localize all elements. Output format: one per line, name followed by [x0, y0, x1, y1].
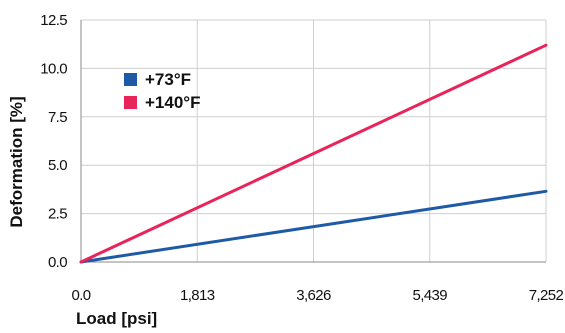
x-tick-label: 5,439 — [412, 287, 447, 304]
y-tick-label: 5.0 — [48, 157, 67, 174]
legend-swatch-1 — [124, 73, 137, 86]
legend-label-1: +73°F — [145, 70, 191, 89]
series-lines — [79, 43, 548, 264]
grid — [80, 19, 547, 263]
x-tick-labels: 0.0 1,813 3,626 5,439 7,252 — [71, 287, 564, 304]
x-tick-label: 7,252 — [529, 287, 564, 304]
series-line-2 — [79, 43, 548, 264]
x-tick-label: 1,813 — [180, 287, 215, 304]
y-tick-label: 10.0 — [40, 60, 67, 77]
x-tick-label: 3,626 — [296, 287, 331, 304]
x-tick-label: 0.0 — [71, 287, 90, 304]
series-line-1 — [79, 189, 548, 264]
legend-label-2: +140°F — [145, 93, 200, 112]
x-axis-label: Load [psi] — [76, 309, 157, 328]
legend: +73°F +140°F — [124, 70, 200, 112]
y-tick-label: 7.5 — [48, 109, 67, 126]
y-axis-label: Deformation [%] — [7, 96, 26, 227]
y-tick-label: 0.0 — [48, 254, 67, 271]
y-tick-labels: 0.0 2.5 5.0 7.5 10.0 12.5 — [40, 12, 68, 271]
y-tick-label: 2.5 — [48, 206, 67, 223]
legend-swatch-2 — [124, 96, 137, 109]
y-tick-label: 12.5 — [40, 12, 67, 29]
